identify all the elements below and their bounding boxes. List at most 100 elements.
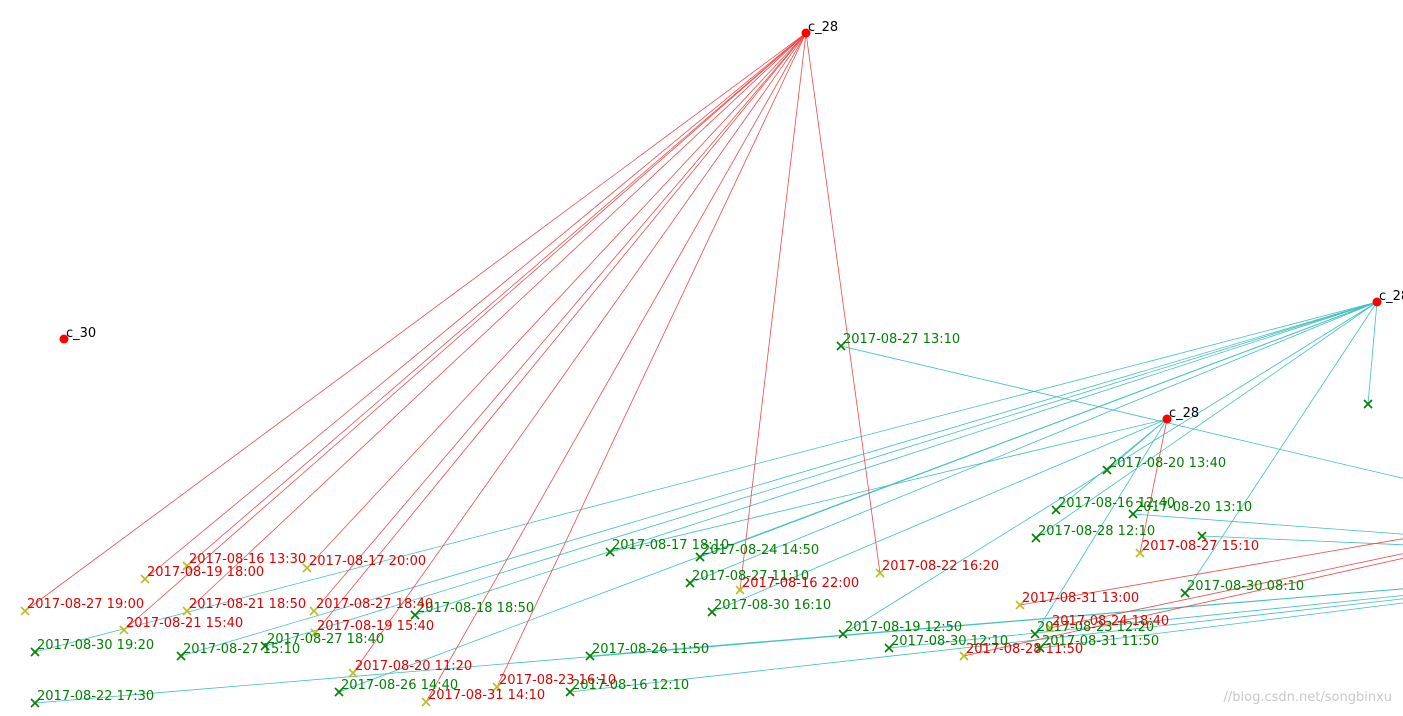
point-label: 2017-08-30 19:20	[37, 638, 154, 653]
link	[1049, 553, 1403, 629]
point-marker	[140, 574, 150, 584]
link	[352, 32, 807, 674]
point-label: 2017-08-17 18:10	[612, 538, 729, 553]
point-marker	[302, 563, 312, 573]
point-marker	[1030, 629, 1040, 639]
center-point	[1162, 414, 1172, 424]
link	[144, 32, 807, 580]
point-label: 2017-08-26 11:50	[592, 642, 709, 657]
point-marker	[838, 629, 848, 639]
link	[569, 598, 1403, 693]
point-label: 2017-08-27 18:40	[316, 597, 433, 612]
link	[1139, 418, 1168, 554]
point-marker	[1128, 509, 1138, 519]
point-marker	[836, 341, 846, 351]
link	[689, 301, 1378, 584]
link	[1132, 513, 1403, 535]
point-marker	[176, 651, 186, 661]
point-label: 2017-08-20 13:10	[1135, 500, 1252, 515]
point-label: 2017-08-27 19:00	[27, 597, 144, 612]
link	[1201, 535, 1403, 546]
point-label: 2017-08-31 14:10	[428, 688, 545, 703]
link	[186, 32, 807, 612]
point-label: 2017-08-24 14:50	[702, 543, 819, 558]
point-label: 2017-08-28 11:50	[966, 642, 1083, 657]
point-label: 2017-08-27 11:10	[692, 569, 809, 584]
point-marker	[605, 547, 615, 557]
point-label: 2017-08-16 22:00	[742, 576, 859, 591]
center-label: c_28	[1169, 406, 1199, 421]
point-label: 2017-08-19 15:40	[317, 619, 434, 634]
link	[1367, 301, 1378, 405]
link	[1035, 301, 1378, 539]
point-marker	[492, 682, 502, 692]
link	[888, 595, 1403, 649]
point-marker	[410, 610, 420, 620]
labels: 2017-08-27 13:10 2017-08-20 13:40 2017-08-…	[27, 20, 1403, 704]
marks	[20, 28, 1382, 708]
point-marker	[1135, 548, 1145, 558]
point-label: 2017-08-21 18:50	[189, 597, 306, 612]
point-marker	[20, 606, 30, 616]
links	[24, 32, 1403, 704]
link	[264, 301, 1378, 647]
point-label: 2017-08-21 15:40	[126, 616, 243, 631]
link	[1034, 418, 1168, 635]
point-marker	[182, 606, 192, 616]
point-label: 2017-08-20 13:40	[1109, 456, 1226, 471]
link	[425, 32, 807, 703]
point-label: 2017-08-20 11:20	[355, 659, 472, 674]
link	[34, 301, 1378, 653]
point-marker	[1051, 505, 1061, 515]
link	[609, 418, 1168, 553]
point-label: 2017-08-23 12:20	[1037, 620, 1154, 635]
point-marker	[1045, 623, 1055, 633]
point-marker	[1197, 531, 1207, 541]
link	[711, 418, 1168, 613]
link	[699, 301, 1378, 558]
point-marker	[1102, 465, 1112, 475]
link	[314, 32, 807, 634]
point-label: 2017-08-16 13:30	[189, 552, 306, 567]
point-label: 2017-08-19 18:00	[147, 565, 264, 580]
point-marker	[182, 561, 192, 571]
link	[805, 32, 881, 574]
point-marker	[421, 697, 431, 707]
point-marker	[1363, 399, 1373, 409]
link	[24, 32, 807, 612]
point-marker	[735, 585, 745, 595]
point-label: 2017-08-30 16:10	[714, 598, 831, 613]
point-label: 2017-08-27 18:40	[267, 632, 384, 647]
point-marker	[707, 607, 717, 617]
link	[496, 32, 807, 688]
point-marker	[959, 651, 969, 661]
point-marker	[1035, 643, 1045, 653]
point-marker	[334, 687, 344, 697]
point-marker	[1180, 588, 1190, 598]
link	[1184, 301, 1378, 594]
point-label: 2017-08-16 12:40	[1058, 496, 1175, 511]
point-label: 2017-08-27 15:10	[183, 642, 300, 657]
point-label: 2017-08-30 12:10	[891, 634, 1008, 649]
link	[1055, 418, 1168, 511]
link	[414, 301, 1378, 616]
link	[186, 32, 807, 567]
link	[306, 32, 807, 569]
point-label: 2017-08-18 18:50	[417, 601, 534, 616]
point-marker	[884, 643, 894, 653]
point-marker	[1031, 533, 1041, 543]
link	[313, 32, 807, 612]
point-marker	[348, 668, 358, 678]
point-marker	[30, 698, 40, 708]
point-label: 2017-08-28 12:10	[1038, 524, 1155, 539]
link	[123, 32, 807, 631]
center-label: c_28	[808, 20, 838, 35]
center-label: c_30	[66, 326, 96, 341]
point-marker	[260, 641, 270, 651]
point-label: 2017-08-23 16:10	[499, 673, 616, 688]
point-label: 2017-08-26 14:40	[341, 678, 458, 693]
link	[1019, 538, 1403, 606]
watermark: //blog.csdn.net/songbinxu	[1224, 690, 1392, 705]
point-marker	[565, 687, 575, 697]
